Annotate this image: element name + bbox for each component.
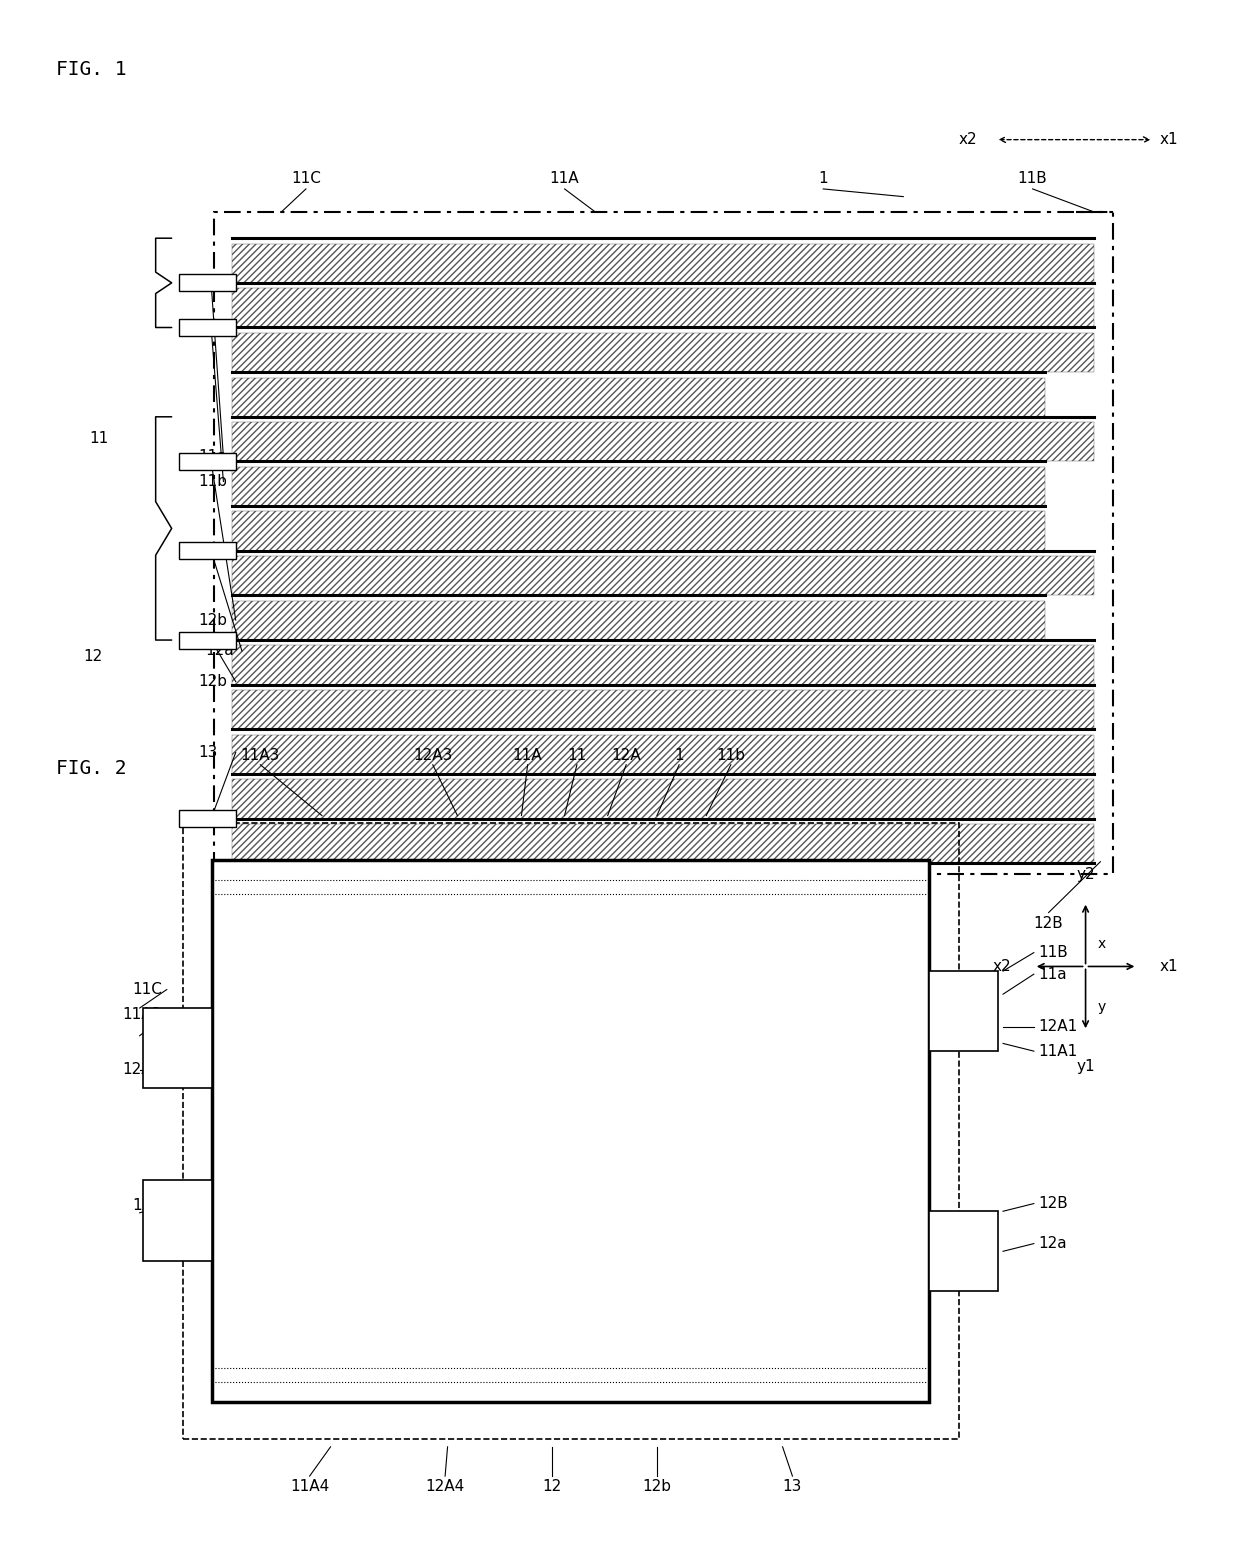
Text: x1: x1 [1159,132,1178,147]
Text: FIG. 2: FIG. 2 [56,759,126,777]
Bar [232,556,1094,596]
Bar [232,779,1094,819]
Text: 12C: 12C [131,1198,161,1212]
Bar [179,454,236,471]
Text: 11B: 11B [1018,170,1048,186]
Text: 12b: 12b [198,673,228,689]
Bar [929,1211,998,1291]
Bar [179,542,236,559]
Text: 12b: 12b [198,613,228,627]
Text: 12b: 12b [642,1480,671,1494]
Bar [179,632,236,649]
Bar [232,288,1094,328]
Text: 11a: 11a [198,449,227,464]
Text: 12: 12 [83,650,103,664]
Bar [232,601,1045,639]
Text: 11b: 11b [198,474,228,489]
Text: 12C: 12C [295,916,325,930]
Text: 11b: 11b [717,748,745,763]
Bar [179,810,236,827]
Text: 12A1: 12A1 [1039,1019,1078,1034]
Text: 11: 11 [89,430,109,446]
Text: x: x [1097,937,1106,950]
Text: y2: y2 [1076,867,1095,882]
Text: 12A4: 12A4 [425,1480,465,1494]
Bar [144,1181,212,1260]
Text: 11B: 11B [1039,946,1069,960]
Text: y: y [1097,1000,1106,1014]
Bar [232,735,1094,774]
Text: y1: y1 [1076,1059,1095,1074]
Text: 11A2: 11A2 [123,1006,161,1022]
Bar [232,423,1094,461]
Text: 12: 12 [543,1480,562,1494]
Text: 12A: 12A [611,748,641,763]
Text: 11A1: 11A1 [1039,1043,1078,1059]
Text: 11A4: 11A4 [290,1480,330,1494]
Text: 12A: 12A [630,920,660,935]
Text: 10: 10 [892,920,910,935]
Bar [212,861,929,1402]
Text: x1: x1 [1159,958,1178,974]
Bar [232,690,1094,729]
Text: FIG. 1: FIG. 1 [56,59,126,79]
Text: 1: 1 [675,748,684,763]
Bar [232,646,1094,684]
Text: 11A: 11A [513,748,542,763]
Bar [232,467,1045,506]
Text: 12a: 12a [205,644,233,658]
Text: 12B: 12B [1039,1197,1069,1211]
Text: 12A2: 12A2 [123,1062,161,1077]
Text: 11a: 11a [1039,966,1068,981]
Bar [144,1008,212,1088]
Bar [182,824,959,1440]
Text: 12A3: 12A3 [413,748,453,763]
Bar [232,333,1094,372]
Text: 11A: 11A [549,170,579,186]
Bar [232,511,1045,551]
Bar [232,243,1094,283]
Bar [232,378,1045,416]
Text: 13: 13 [782,1480,802,1494]
Text: x2: x2 [959,132,977,147]
Text: 13: 13 [198,745,218,760]
Text: 11A3: 11A3 [241,748,280,763]
Bar [179,274,236,291]
Bar [213,212,1112,875]
Bar [929,971,998,1051]
Text: 12B: 12B [1034,916,1064,930]
Bar [179,319,236,336]
Text: 11C: 11C [131,981,161,997]
Bar [232,824,1094,864]
Text: 11: 11 [567,748,587,763]
Text: 1: 1 [818,170,828,186]
Text: 11C: 11C [291,170,321,186]
Text: x2: x2 [993,958,1012,974]
Text: 12a: 12a [1039,1237,1068,1251]
